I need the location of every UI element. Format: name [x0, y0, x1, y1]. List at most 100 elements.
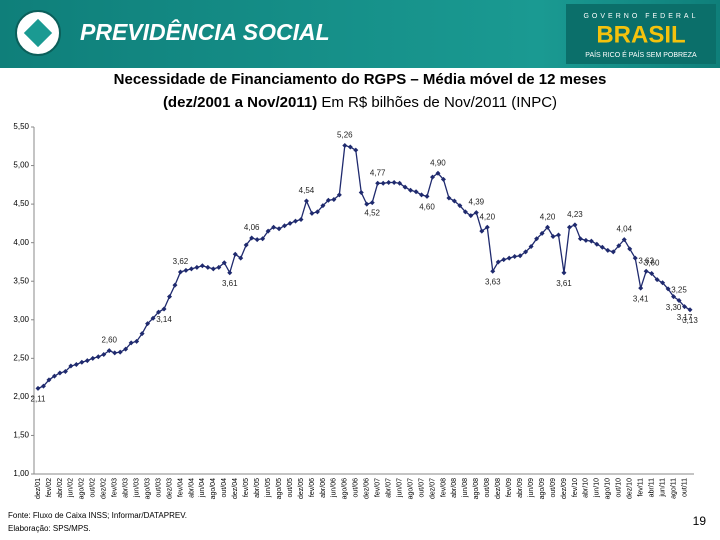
x-tick-label: jun/03 — [133, 478, 140, 498]
data-label: 4,20 — [479, 212, 495, 221]
marker — [435, 170, 441, 176]
data-label: 3,41 — [633, 294, 649, 303]
marker — [605, 247, 611, 253]
data-label: 4,54 — [299, 186, 315, 195]
chart-subtitle: (dez/2001 a Nov/2011) Em R$ bilhões de N… — [163, 94, 557, 111]
marker — [413, 189, 419, 195]
gov-label: GOVERNO FEDERAL — [583, 13, 698, 20]
marker — [79, 359, 85, 365]
data-label: 3,60 — [644, 259, 660, 268]
marker — [610, 249, 616, 255]
marker — [408, 187, 414, 193]
marker — [161, 306, 167, 312]
marker — [57, 370, 63, 376]
marker — [364, 201, 370, 207]
marker — [95, 354, 101, 360]
data-label: 4,39 — [469, 198, 485, 207]
x-tick-label: fev/03 — [112, 478, 119, 497]
marker — [145, 321, 151, 327]
marker — [517, 253, 523, 259]
x-tick-label: fev/05 — [243, 478, 250, 497]
marker — [199, 263, 205, 269]
marker — [462, 209, 468, 215]
marker — [588, 238, 594, 244]
data-label: 3,17 — [677, 313, 693, 322]
marker — [51, 373, 57, 379]
marker — [682, 304, 688, 310]
data-label: 2,11 — [31, 395, 47, 404]
marker — [166, 294, 172, 300]
y-tick-label: 4,00 — [13, 238, 29, 247]
subtitle-period: (dez/2001 a Nov/2011) — [163, 94, 317, 111]
x-tick-label: dez/09 — [561, 478, 568, 499]
x-tick-label: out/10 — [616, 478, 623, 498]
marker — [117, 349, 123, 355]
x-tick-label: abr/06 — [320, 478, 327, 498]
marker — [260, 236, 266, 242]
x-tick-label: dez/01 — [35, 478, 42, 499]
y-tick-label: 5,00 — [13, 161, 29, 170]
x-tick-label: out/11 — [681, 478, 688, 497]
x-tick-label: dez/05 — [298, 478, 305, 499]
marker — [293, 218, 299, 224]
marker — [583, 237, 589, 243]
x-tick-label: jun/07 — [396, 478, 403, 498]
x-tick-label: dez/02 — [101, 478, 108, 499]
marker — [309, 210, 315, 216]
marker — [534, 236, 540, 242]
x-tick-label: out/04 — [221, 478, 228, 498]
x-tick-label: dez/10 — [627, 478, 634, 499]
x-tick-label: fev/02 — [46, 478, 53, 497]
x-tick-label: ago/04 — [210, 478, 217, 500]
marker — [358, 190, 364, 196]
marker — [172, 282, 178, 288]
marker — [254, 237, 260, 243]
x-tick-label: ago/10 — [605, 478, 612, 500]
marker — [506, 255, 512, 261]
x-tick-label: abr/07 — [385, 478, 392, 498]
marker — [391, 180, 397, 186]
marker — [572, 222, 578, 228]
marker — [550, 233, 556, 239]
marker — [446, 195, 452, 201]
marker — [271, 224, 277, 230]
marker — [134, 338, 140, 344]
marker — [616, 243, 622, 249]
marker — [265, 228, 271, 234]
marker — [227, 270, 233, 276]
x-tick-label: out/06 — [353, 478, 360, 498]
marker — [249, 235, 255, 241]
marker — [90, 355, 96, 361]
marker — [128, 340, 134, 346]
x-tick-label: out/09 — [550, 478, 557, 498]
x-tick-label: fev/08 — [440, 478, 447, 497]
marker — [331, 196, 337, 202]
marker — [484, 224, 490, 230]
x-tick-label: jun/10 — [594, 478, 601, 498]
x-tick-label: fev/07 — [375, 478, 382, 497]
x-tick-label: dez/06 — [364, 478, 371, 499]
marker — [232, 251, 238, 257]
x-tick-label: fev/04 — [177, 478, 184, 497]
marker — [325, 197, 331, 203]
marker — [473, 210, 479, 216]
marker — [545, 224, 551, 230]
gov-box — [566, 4, 716, 64]
data-label: 4,04 — [616, 225, 632, 234]
x-tick-label: dez/07 — [429, 478, 436, 499]
y-tick-label: 1,50 — [13, 431, 29, 440]
x-tick-label: jun/09 — [528, 478, 535, 498]
x-tick-label: ago/11 — [670, 478, 677, 499]
marker — [303, 198, 309, 204]
y-tick-label: 3,00 — [13, 315, 29, 324]
marker — [386, 180, 392, 186]
marker — [101, 351, 107, 357]
marker — [468, 213, 474, 219]
x-tick-label: abr/10 — [583, 478, 590, 498]
x-tick-label: jun/04 — [199, 478, 206, 498]
marker — [424, 193, 430, 199]
marker — [380, 180, 386, 186]
marker — [106, 348, 112, 354]
